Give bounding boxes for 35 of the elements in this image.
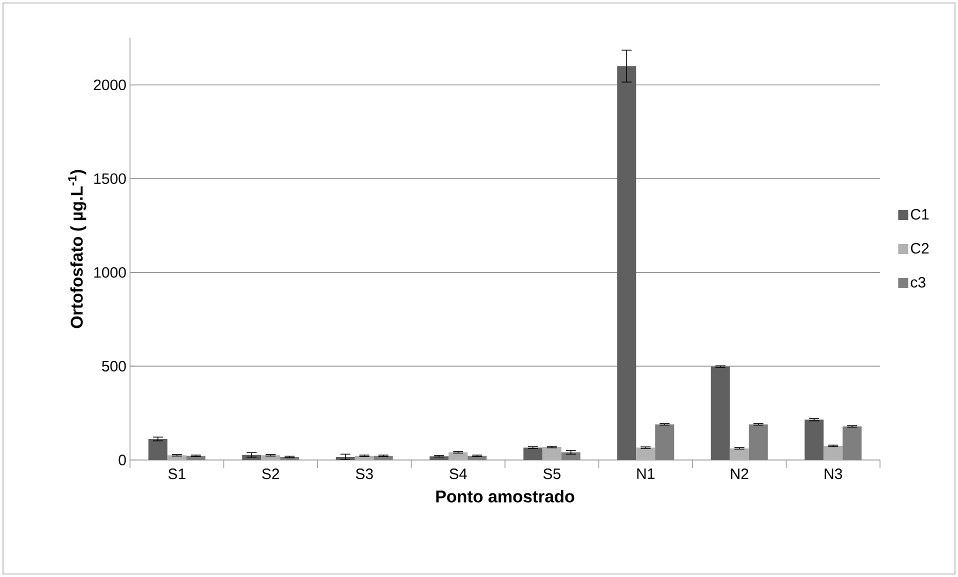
bar <box>748 424 768 460</box>
bar <box>710 366 730 460</box>
bar <box>842 426 862 460</box>
legend-label: C2 <box>910 243 929 254</box>
bar <box>730 448 749 460</box>
x-tick-label: S4 <box>450 468 467 480</box>
bar <box>542 447 562 460</box>
x-tick-label: S2 <box>262 468 280 480</box>
y-tick-label: 2000 <box>94 80 126 90</box>
bar <box>617 66 636 460</box>
bar <box>148 438 168 460</box>
legend-label: c3 <box>910 276 926 288</box>
bar <box>636 448 656 460</box>
x-tick-label: S5 <box>543 468 560 480</box>
x-tick-label: N3 <box>824 468 842 480</box>
legend-label: C1 <box>910 209 929 220</box>
y-tick-label: 1500 <box>94 173 126 184</box>
y-axis-title: Ortofosfato ( µg.L$^{-1}$) <box>68 170 86 328</box>
x-tick-label: S1 <box>168 468 186 480</box>
bar <box>804 420 824 460</box>
x-axis-title: Ponto amostrado <box>436 490 574 502</box>
y-tick-label: 0 <box>118 454 126 466</box>
bar <box>336 456 355 460</box>
x-tick-label: N1 <box>637 468 654 479</box>
bar <box>280 456 300 460</box>
bar <box>242 454 262 460</box>
y-tick-label: 500 <box>102 360 126 372</box>
y-tick-label: 1000 <box>94 267 126 278</box>
bar <box>448 452 468 460</box>
x-tick-label: S3 <box>356 468 373 480</box>
bar <box>523 448 542 460</box>
bar <box>561 452 580 460</box>
bar <box>824 446 843 460</box>
bar <box>655 424 674 460</box>
x-tick-label: N2 <box>731 468 748 479</box>
